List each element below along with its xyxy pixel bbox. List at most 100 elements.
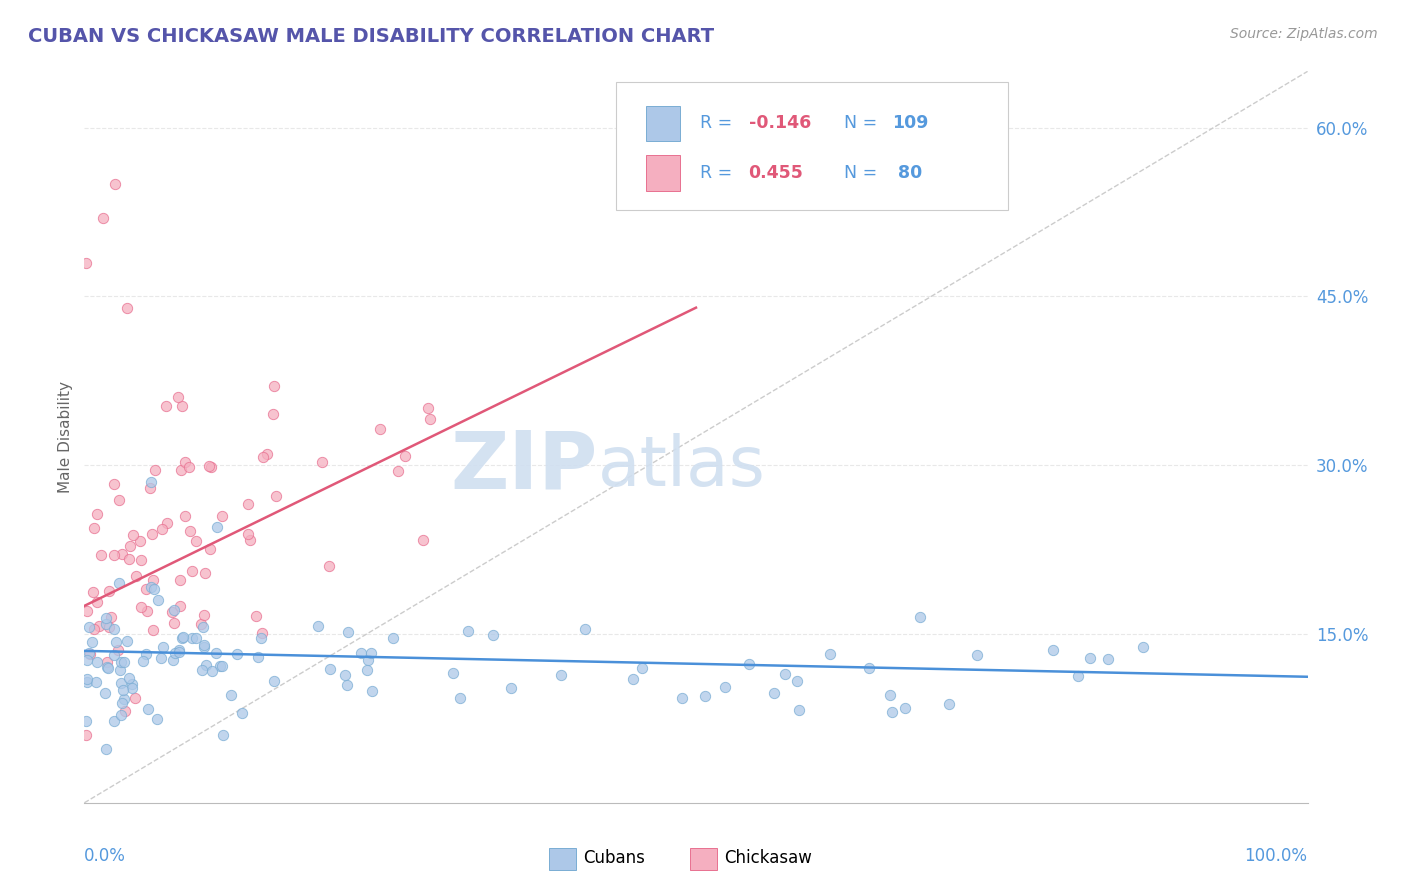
Text: R =: R = — [700, 114, 733, 132]
Point — [787, 703, 810, 717]
Point — [107, 643, 129, 657]
Point — [169, 599, 191, 613]
Point — [98, 584, 121, 599]
Point — [786, 673, 808, 688]
Point — [139, 475, 162, 489]
Point — [146, 712, 169, 726]
Point — [894, 700, 917, 714]
Point — [139, 481, 162, 495]
Point — [117, 671, 139, 685]
Point — [198, 542, 221, 557]
Point — [250, 626, 273, 640]
Point — [361, 684, 384, 698]
Point — [89, 618, 111, 632]
Point — [381, 632, 404, 646]
Point — [155, 400, 177, 414]
Point — [737, 657, 759, 671]
Text: R =: R = — [700, 164, 733, 182]
Point — [763, 686, 786, 700]
Point — [76, 672, 98, 686]
Point — [124, 690, 146, 705]
Point — [76, 652, 98, 666]
Point — [201, 664, 224, 678]
Point — [194, 658, 217, 673]
Point — [412, 533, 434, 547]
Point — [252, 450, 274, 464]
Point — [114, 704, 136, 718]
Point — [193, 620, 215, 634]
Point — [190, 663, 212, 677]
Point — [211, 658, 233, 673]
Point — [1132, 640, 1154, 654]
Point — [357, 653, 380, 667]
FancyBboxPatch shape — [645, 106, 681, 141]
Y-axis label: Male Disability: Male Disability — [58, 381, 73, 493]
Text: 109: 109 — [891, 114, 928, 132]
Point — [156, 516, 179, 531]
FancyBboxPatch shape — [616, 82, 1008, 211]
Point — [107, 492, 129, 507]
Point — [75, 255, 97, 269]
Point — [966, 648, 988, 663]
Text: -0.146: -0.146 — [748, 114, 811, 132]
Point — [112, 682, 135, 697]
Point — [96, 656, 118, 670]
Point — [246, 650, 269, 665]
Point — [879, 688, 901, 702]
Point — [132, 654, 155, 668]
Point — [136, 604, 159, 618]
Point — [103, 548, 125, 562]
Point — [818, 647, 841, 661]
Point — [94, 616, 117, 631]
Point — [129, 553, 152, 567]
Point — [695, 689, 717, 703]
Point — [621, 672, 644, 686]
Point — [150, 651, 173, 665]
Point — [190, 616, 212, 631]
Point — [110, 655, 132, 669]
Point — [180, 631, 202, 645]
Point — [714, 681, 737, 695]
Point — [184, 534, 207, 549]
Point — [263, 378, 285, 392]
Point — [200, 460, 222, 475]
Point — [75, 728, 97, 742]
Point — [457, 624, 479, 638]
Point — [908, 610, 931, 624]
Point — [394, 449, 416, 463]
Point — [166, 390, 188, 404]
Text: Source: ZipAtlas.com: Source: ZipAtlas.com — [1230, 27, 1378, 41]
Point — [238, 497, 260, 511]
Point — [1067, 668, 1090, 682]
Point — [356, 663, 378, 677]
Text: ZIP: ZIP — [451, 427, 598, 506]
Point — [163, 602, 186, 616]
Point — [103, 714, 125, 728]
Point — [169, 573, 191, 587]
Point — [211, 508, 233, 523]
Point — [110, 707, 132, 722]
Point — [318, 558, 340, 573]
Point — [142, 623, 165, 637]
Text: Chickasaw: Chickasaw — [724, 849, 813, 867]
Point — [163, 646, 186, 660]
Point — [360, 646, 382, 660]
Point — [773, 666, 796, 681]
Point — [193, 607, 215, 622]
Point — [115, 301, 138, 315]
Point — [136, 702, 159, 716]
Point — [256, 447, 278, 461]
Point — [262, 407, 284, 421]
Point — [110, 676, 132, 690]
Point — [79, 647, 101, 661]
Point — [167, 645, 190, 659]
Point — [150, 522, 173, 536]
Point — [1078, 651, 1101, 665]
FancyBboxPatch shape — [690, 848, 717, 870]
Point — [141, 527, 163, 541]
Point — [169, 463, 191, 477]
Point — [170, 399, 193, 413]
Point — [103, 648, 125, 663]
Point — [112, 691, 135, 706]
Point — [162, 606, 184, 620]
